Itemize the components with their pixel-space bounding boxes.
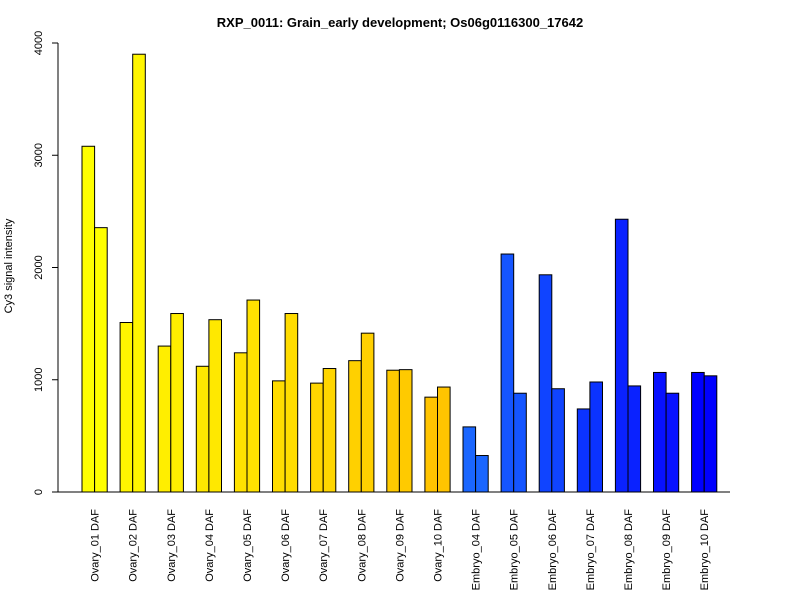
bar-14-1 — [576, 408, 591, 493]
x-tick-label: Embryo_09 DAF — [661, 509, 673, 591]
x-tick-label: Ovary_09 DAF — [394, 509, 406, 582]
bar-11-2 — [475, 455, 489, 493]
x-tick-label: Ovary_04 DAF — [204, 509, 216, 582]
y-tick-label: 2000 — [33, 255, 45, 279]
bar-14-2 — [589, 381, 604, 493]
bar-4-2 — [208, 319, 222, 493]
bar-5-1 — [233, 352, 248, 493]
x-tick-label: Embryo_08 DAF — [623, 509, 635, 591]
x-tick-label: Ovary_08 DAF — [356, 509, 368, 582]
x-tick-label: Ovary_05 DAF — [242, 509, 254, 582]
bar-7-2 — [322, 368, 337, 493]
bar-16-1 — [653, 371, 667, 493]
x-axis: Ovary_01 DAF Ovary_02 DAF Ovary_03 DAF Ovar… — [58, 491, 730, 591]
bar-5-2 — [246, 299, 261, 493]
x-tick-label: Ovary_06 DAF — [280, 509, 292, 582]
bar-1-2 — [94, 227, 108, 493]
bar-7-1 — [310, 382, 324, 493]
bar-15-1 — [614, 218, 629, 493]
x-tick-label: Embryo_05 DAF — [509, 509, 521, 591]
chart-title: RXP_0011: Grain_early development; Os06g… — [217, 15, 583, 30]
bar-6-2 — [284, 313, 299, 493]
x-tick-label: Embryo_07 DAF — [585, 509, 597, 591]
bar-12-1 — [500, 253, 515, 493]
bar-2-1 — [119, 322, 134, 493]
bar-8-1 — [348, 360, 362, 493]
bar-9-1 — [386, 369, 400, 493]
y-axis: 0 1000 2000 3000 4000 — [33, 31, 59, 495]
bar-8-2 — [360, 332, 375, 493]
bar-3-1 — [157, 345, 172, 493]
bar-10-2 — [437, 386, 451, 493]
bar-17-1 — [691, 371, 705, 493]
y-tick-label: 3000 — [33, 143, 45, 167]
bar-1-1 — [81, 145, 96, 493]
x-tick-label: Ovary_03 DAF — [166, 509, 178, 582]
bar-12-2 — [513, 392, 527, 493]
bar-15-2 — [627, 385, 642, 493]
bar-13-1 — [538, 274, 553, 493]
bar-9-2 — [398, 369, 413, 493]
x-tick-label: Ovary_01 DAF — [90, 509, 102, 582]
bar-3-2 — [170, 313, 184, 493]
bar-17-2 — [703, 375, 718, 493]
x-tick-label: Embryo_04 DAF — [471, 509, 483, 591]
bar-11-1 — [462, 426, 477, 493]
bar-4-1 — [195, 365, 210, 493]
x-tick-label: Embryo_10 DAF — [699, 509, 711, 591]
bar-2-2 — [132, 53, 146, 493]
x-tick-label: Ovary_02 DAF — [128, 509, 140, 582]
y-axis-label: Cy3 signal intensity — [3, 218, 15, 313]
x-tick-label: Ovary_10 DAF — [433, 509, 445, 582]
bar-16-2 — [665, 392, 680, 493]
y-tick-label: 1000 — [33, 368, 45, 392]
bars-group — [81, 53, 718, 493]
bar-10-1 — [424, 396, 438, 493]
x-tick-label: Embryo_06 DAF — [547, 509, 559, 591]
y-tick-label: 4000 — [33, 31, 45, 55]
y-tick-label: 0 — [33, 489, 45, 495]
bar-6-1 — [272, 380, 286, 493]
x-tick-label: Ovary_07 DAF — [318, 509, 330, 582]
bar-13-2 — [551, 388, 565, 493]
